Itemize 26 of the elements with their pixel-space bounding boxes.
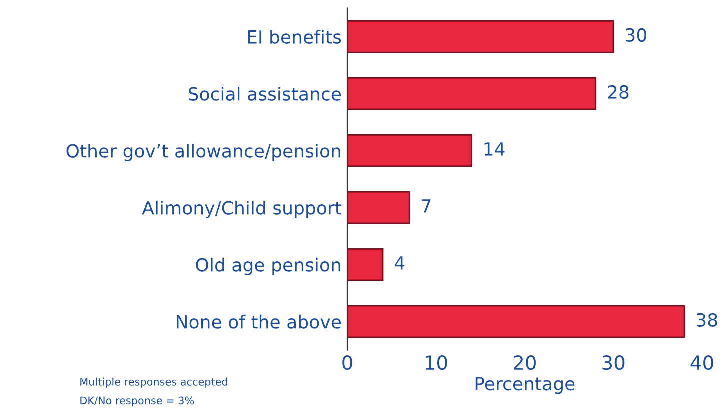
bar [348, 191, 410, 224]
y-tick-label: EI benefits [248, 30, 342, 44]
bar [348, 134, 472, 168]
y-tick-label: Old age pension [196, 258, 340, 276]
x-axis-title: Percentage [476, 377, 575, 394]
data-label: 7 [422, 200, 431, 213]
x-tick-label: 30 [602, 355, 625, 370]
x-tick-label: 0 [342, 355, 352, 370]
y-tick-label: Other gov’t allowance/pension [66, 144, 340, 162]
data-label: 14 [484, 142, 505, 156]
y-tick-label: Social assistance [188, 86, 342, 101]
y-tick-label: Alimony/Child support [142, 200, 342, 218]
x-tick-label: 40 [690, 355, 714, 370]
data-label: 4 [394, 256, 405, 270]
y-tick-label: None of the above [177, 314, 341, 329]
text: DK/No response = 3% [80, 396, 194, 407]
x-tick-label: 20 [514, 355, 536, 370]
data-label: 28 [608, 85, 629, 100]
bar [348, 20, 614, 54]
bar [348, 77, 597, 110]
data-label: 38 [697, 313, 718, 328]
text: Multiple responses accepted [80, 378, 228, 388]
x-tick-label: 10 [426, 355, 448, 370]
bar [348, 305, 686, 338]
bar [348, 248, 384, 282]
data-label: 30 [626, 28, 646, 42]
